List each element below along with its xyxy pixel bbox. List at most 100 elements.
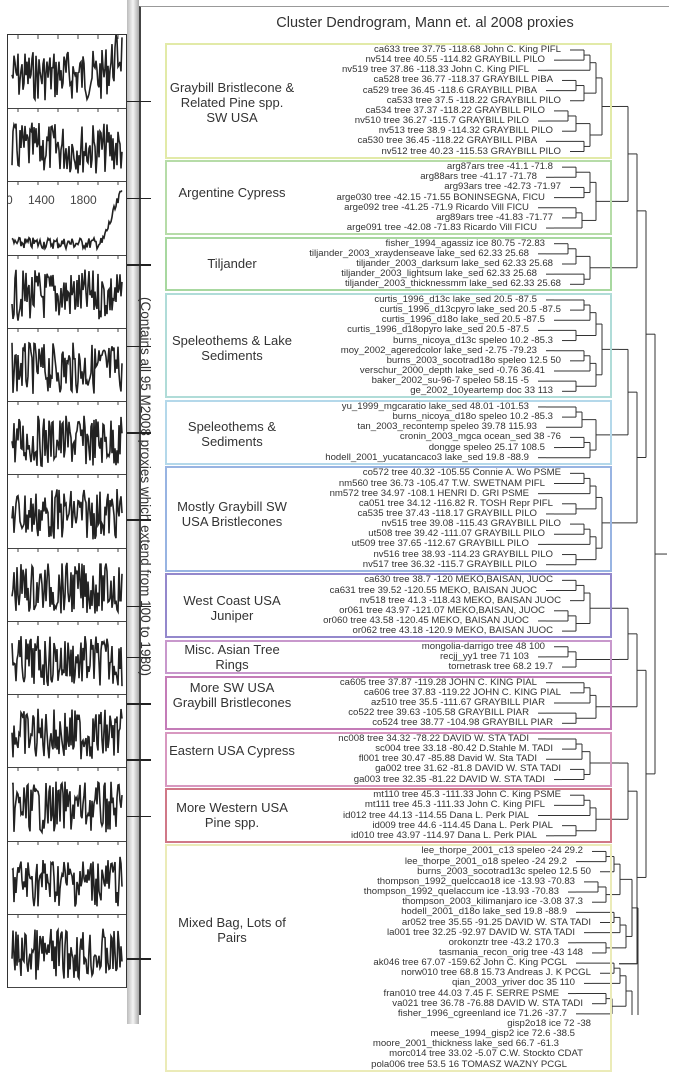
cluster-label: West Coast USA Juniper <box>183 592 281 623</box>
axis-tick-label: 1000 <box>8 193 13 207</box>
leaf-label: arg89ars tree -41.83 -71.77 <box>436 211 553 223</box>
leaf-label: thompson_2003_kilimanjaro ice -3.08 37.3 <box>402 896 583 908</box>
proxy-series-line <box>11 489 123 540</box>
cluster-label: Misc. Asian Tree Rings <box>184 641 280 672</box>
cluster-label: Speleothems & Lake Sediments <box>172 332 292 363</box>
proxy-series-line <box>11 341 123 394</box>
proxy-series-panel <box>8 547 126 622</box>
leaf-label: burns_nicoya_d13c speleo 10.2 -85.3 <box>392 334 553 346</box>
leaf-label: mt111 tree 45.3 -111.33 John C. King PIF… <box>364 799 545 811</box>
leaf-label: cronin_2003_mgca ocean_sed 38 -76 <box>399 431 561 443</box>
leaf-label: morc014 tree 33.02 -5.07 C.W. Stockto CD… <box>389 1048 583 1060</box>
cluster-label: Mixed Bag, Lots of Pairs <box>178 915 286 946</box>
panel-connector <box>127 605 151 608</box>
leaf-label: thompson_1992_quelaccum ice -13.93 -70.8… <box>363 886 559 898</box>
panel-connector <box>127 958 151 960</box>
leaf-label: recjj_yy1 tree 71 103 <box>439 650 529 662</box>
cluster-label: Eastern USA Cypress <box>169 743 295 759</box>
cluster-label: Argentine Cypress <box>178 184 286 200</box>
panel-connector <box>127 519 151 521</box>
leaf-label: thompson_1992_quelccao18 ice -13.93 -70.… <box>377 875 575 887</box>
leaf-label: arge030 tree -42.15 -71.55 BONINSEGNA, F… <box>336 191 546 203</box>
leaf-label: ca534 tree 37.37 -118.22 GRAYBILL PILO <box>365 104 545 116</box>
leaf-label: ca535 tree 37.43 -118.17 GRAYBILL PILO <box>357 507 537 519</box>
leaf-label: tiljander_2003_darksum lake_sed 62.33 25… <box>356 258 553 269</box>
leaf-label: nv515 tree 39.08 -115.43 GRAYBILL PILO <box>381 518 561 530</box>
chart-title: Cluster Dendrogram, Mann et. al 2008 pro… <box>276 15 574 31</box>
leaf-label: nm572 tree 34.97 -108.1 HENRI D. GRI PSM… <box>329 487 529 499</box>
proxy-series-panel <box>8 620 126 696</box>
leaf-label: arg88ars tree -41.17 -71.78 <box>420 171 537 183</box>
leaf-label: fisher_1996_cgreenland ice 71.26 -37.7 <box>397 1007 567 1019</box>
leaf-label: ut509 tree 37.65 -112.67 GRAYBILL PILO <box>351 538 529 550</box>
leaf-label: tasmania_recon_orig tree -43 148 <box>439 946 583 958</box>
leaf-label: ca605 tree 37.87 -119.28 JOHN C. KING PI… <box>339 676 537 688</box>
cluster-box: West Coast USA Juniper <box>165 573 612 639</box>
leaf-label: nv512 tree 40.23 -115.53 GRAYBILL PILO <box>381 145 561 157</box>
leaf-label: or061 tree 43.97 -121.07 MEKO,BAISAN, JU… <box>339 604 545 616</box>
cluster-box: Misc. Asian Tree Rings <box>165 639 612 675</box>
leaf-label: nv513 tree 38.9 -114.32 GRAYBILL PILO <box>378 125 553 137</box>
cluster-box: More Western USA Pine spp. <box>165 788 612 843</box>
leaf-label: lee_thorpe_2001_c13 speleo -24 29.2 <box>421 845 583 857</box>
leaf-label: hodell_2001_d18o lake_sed 19.8 -88.9 <box>401 906 567 918</box>
dendrogram-page: Cluster Dendrogram, Mann et. al 2008 pro… <box>127 6 669 1072</box>
cluster-label: Graybill Bristlecone & Related Pine spp.… <box>169 80 295 126</box>
leaf-label: ga002 tree 31.62 -81.8 DAVID W. STA TADI <box>375 763 561 775</box>
leaf-label: tiljander_2003_lightsum lake_sed 62.33 2… <box>341 268 537 280</box>
proxy-series-panel <box>8 694 126 769</box>
panel-connector <box>127 100 151 103</box>
leaf-label: ar052 tree 35.55 -91.25 DAVID W. STA TAD… <box>401 916 591 928</box>
leaf-label: ge_2002_10yeartemp doc 33 113 <box>410 385 553 397</box>
leaf-label: fran010 tree 44.03 7.45 F. SERRE PSME <box>383 987 559 999</box>
leaf-label: burns_nicoya_d18o speleo 10.2 -85.3 <box>392 411 553 423</box>
leaf-label: lee_thorpe_2001_o18 speleo -24 29.2 <box>404 855 567 867</box>
leaf-label: tiljander_2003_xraydenseave lake_sed 62.… <box>309 247 529 259</box>
leaf-label: ca630 tree 38.7 -120 MEKO,BAISAN, JUOC <box>364 574 553 586</box>
dendrogram-branches <box>538 49 667 1015</box>
proxy-series-line <box>11 35 123 103</box>
leaf-label: nv510 tree 36.27 -115.7 GRAYBILL PILO <box>354 115 529 127</box>
leaf-label: ca530 tree 36.45 -118.22 GRAYBILL PIBA <box>357 135 537 147</box>
proxy-series-panel: 1000 1400 1800 <box>8 181 126 256</box>
leaf-label: tornetrask tree 68.2 19.7 <box>448 661 553 673</box>
proxy-series-panel <box>8 474 126 549</box>
leaf-label: nv519 tree 37.86 -118.33 John C. King PI… <box>341 64 529 76</box>
leaf-label: norw010 tree 68.8 15.73 Andreas J. K PCG… <box>401 967 591 979</box>
proxy-series-line <box>11 635 123 686</box>
panel-connector <box>127 264 151 266</box>
cluster-label: More Western USA Pine spp. <box>176 799 288 830</box>
leaf-label: arge091 tree -42.08 -71.83 Ricardo Vill … <box>346 222 537 234</box>
proxy-series-line <box>11 708 123 760</box>
leaf-label: hodell_2001_yucatancaco3 lake_sed 19.8 -… <box>325 451 529 463</box>
cluster-box: Eastern USA Cypress <box>165 731 612 787</box>
leaf-label: moy_2002_ageredcolor lake_sed -2.75 -79.… <box>340 344 537 356</box>
proxy-series-panel <box>8 913 126 988</box>
proxy-series-panel <box>8 35 126 110</box>
panel-connector <box>127 759 151 761</box>
leaf-label: nv516 tree 38.93 -114.23 GRAYBILL PILO <box>373 548 553 560</box>
leaf-label: curtis_1996_d13cpyro lake_sed 20.5 -87.5 <box>379 304 561 316</box>
leaf-label: ca528 tree 36.77 -118.37 GRAYBILL PIBA <box>373 74 553 86</box>
leaf-label: arge092 tree -41.25 -71.9 Ricardo Vill F… <box>344 201 529 213</box>
proxy-series-line <box>11 269 123 321</box>
proxy-series-panel <box>8 767 126 842</box>
axis-tick-label: 1800 <box>70 193 97 208</box>
leaf-label: or062 tree 43.18 -120.9 MEKO, BAISAN JUO… <box>352 625 554 637</box>
leaf-label: curtis_1996_d13c lake_sed 20.5 -87.5 <box>374 293 537 305</box>
leaf-label: fisher_1994_agassiz ice 80.75 -72.83 <box>385 237 545 249</box>
leaf-label: tan_2003_recontemp speleo 39.78 115.93 <box>357 421 537 433</box>
leaf-label: ca529 tree 36.45 -118.6 GRAYBILL PIBA <box>362 84 537 96</box>
cluster-label: Mostly Graybill SW USA Bristlecones <box>177 498 287 529</box>
cluster-label: Tiljander <box>207 255 257 271</box>
leaf-label: nv518 tree 41.3 -118.43 MEKO, BAISAN JUO… <box>359 594 561 606</box>
leaf-label: ca606 tree 37.83 -119.22 JOHN C. KING PI… <box>363 686 561 698</box>
leaf-label: verschur_2000_depth lake_sed -0.76 36.41 <box>359 365 545 376</box>
leaf-label: yu_1999_mgcaratio lake_sed 48.01 -101.53 <box>341 400 529 412</box>
leaf-label: gisp2o18 ice 72 -38 <box>507 1018 591 1029</box>
proxy-series-line <box>11 122 123 174</box>
leaf-label: tiljander_2003_thicknessmm lake_sed 62.3… <box>345 278 561 290</box>
leaf-label: ca051 tree 34.12 -116.82 R. TOSH Repr PI… <box>358 497 553 509</box>
leaf-label: qian_2003_yriver doc 35 110 <box>451 977 575 989</box>
panel-connector <box>127 197 151 200</box>
